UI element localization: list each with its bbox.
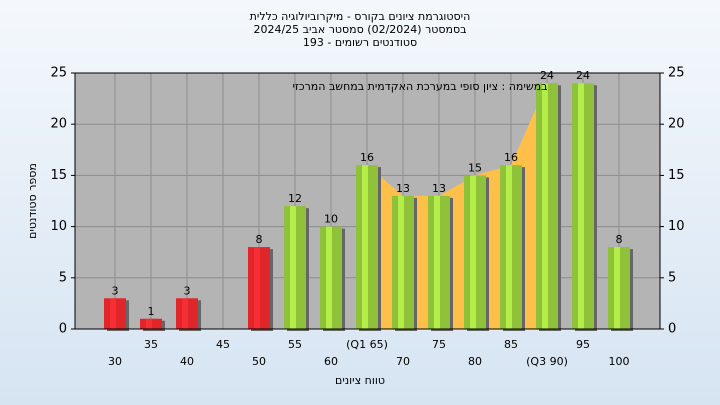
y-tick-label: 0 [59,322,67,337]
y2-tick-label: 5 [668,270,676,285]
y2-tick-label: 0 [668,322,676,337]
data-label: 3 [184,284,191,297]
data-label: 8 [256,233,263,246]
x-tick-label: 80 [468,355,482,368]
y-tick-label: 25 [50,66,67,81]
x-tick-label: 35 [144,338,158,351]
bar-highlight [182,298,188,329]
x-tick-label: 75 [432,338,446,351]
x-tick-label: 45 [216,338,230,351]
x-tick-label: 85 [504,338,518,351]
x-tick-label: 95 [576,338,590,351]
x-tick-label: 70 [396,355,410,368]
data-label: 15 [468,161,482,174]
y-tick-label: 5 [59,270,67,285]
bar-highlight [578,83,584,330]
y2-tick-label: 15 [668,168,685,183]
bar-highlight [290,206,296,329]
bar-highlight [146,318,152,329]
data-label: 16 [360,151,374,164]
bar-highlight [506,165,512,329]
x-tick-label: 60 [324,355,338,368]
data-label: 10 [324,213,338,226]
data-label: 8 [616,233,623,246]
bar-highlight [470,175,476,329]
x-tick-label: 30 [108,355,122,368]
y-tick-label: 10 [50,219,67,234]
y2-tick-label: 10 [668,219,685,234]
y-tick-label: 20 [50,117,67,132]
bar-highlight [326,226,332,329]
data-label: 24 [540,69,554,82]
data-label: 13 [396,182,410,195]
y-axis-label: מספר סטודנטים [26,163,39,239]
y2-tick-label: 25 [668,66,685,81]
bar-highlight [254,247,260,329]
bar-highlight [614,247,620,329]
chart-subtitle: בסמסטר (02/2024) סמסטר אביב 2024/25 [253,23,466,36]
data-label: 1 [148,305,155,318]
data-label: 13 [432,182,446,195]
chart-title: היסטוגרמת ציונים בקורס - מיקרוביולוגיה כ… [250,10,471,23]
data-label: 24 [576,69,590,82]
x-axis-label: טווח ציונים [335,374,385,387]
x-tick-label: 40 [180,355,194,368]
x-tick-label: 55 [288,338,302,351]
x-tick-label: 100 [609,355,630,368]
bar-highlight [542,83,548,330]
annotation: במשימה : ציון סופי במערכת האקדמית במחשב … [293,80,548,93]
bar-highlight [362,165,368,329]
data-label: 12 [288,192,302,205]
data-label: 16 [504,151,518,164]
x-tick-label: (Q3 90) [526,355,568,368]
x-tick-label: (Q1 65) [346,338,388,351]
y-tick-label: 15 [50,168,67,183]
bar-highlight [398,195,404,329]
x-tick-label: 50 [252,355,266,368]
plot-border [74,72,661,330]
data-label: 3 [112,284,119,297]
bar-highlight [434,195,440,329]
bar-highlight [110,298,116,329]
y2-tick-label: 20 [668,117,685,132]
chart-subtitle: סטודנטים רשומים - 193 [303,36,417,49]
